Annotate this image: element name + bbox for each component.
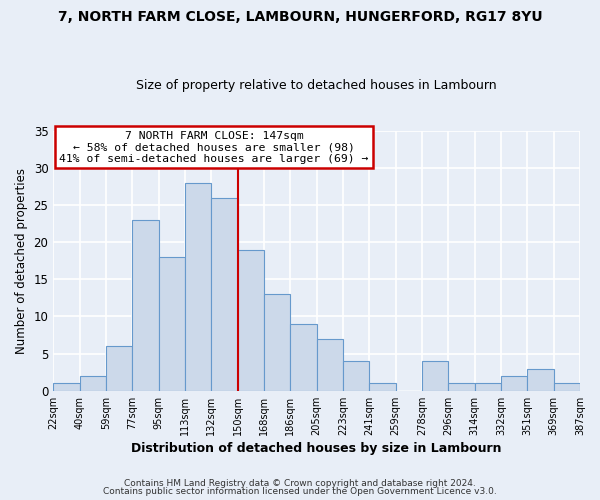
Bar — [158, 257, 185, 391]
Bar — [238, 250, 264, 391]
Bar — [317, 339, 343, 391]
Bar — [106, 346, 132, 391]
Bar — [448, 384, 475, 391]
Text: Contains public sector information licensed under the Open Government Licence v3: Contains public sector information licen… — [103, 487, 497, 496]
Bar — [185, 182, 211, 391]
Bar — [422, 361, 448, 391]
X-axis label: Distribution of detached houses by size in Lambourn: Distribution of detached houses by size … — [131, 442, 502, 455]
Bar — [370, 384, 395, 391]
Bar — [80, 376, 106, 391]
Y-axis label: Number of detached properties: Number of detached properties — [15, 168, 28, 354]
Bar — [132, 220, 158, 391]
Text: 7, NORTH FARM CLOSE, LAMBOURN, HUNGERFORD, RG17 8YU: 7, NORTH FARM CLOSE, LAMBOURN, HUNGERFOR… — [58, 10, 542, 24]
Bar — [211, 198, 238, 391]
Bar — [290, 324, 317, 391]
Text: 7 NORTH FARM CLOSE: 147sqm
← 58% of detached houses are smaller (98)
41% of semi: 7 NORTH FARM CLOSE: 147sqm ← 58% of deta… — [59, 130, 368, 164]
Bar — [53, 384, 80, 391]
Text: Contains HM Land Registry data © Crown copyright and database right 2024.: Contains HM Land Registry data © Crown c… — [124, 478, 476, 488]
Bar — [527, 368, 554, 391]
Bar — [475, 384, 501, 391]
Bar — [501, 376, 527, 391]
Bar — [264, 294, 290, 391]
Bar — [554, 384, 580, 391]
Bar — [343, 361, 370, 391]
Title: Size of property relative to detached houses in Lambourn: Size of property relative to detached ho… — [136, 79, 497, 92]
